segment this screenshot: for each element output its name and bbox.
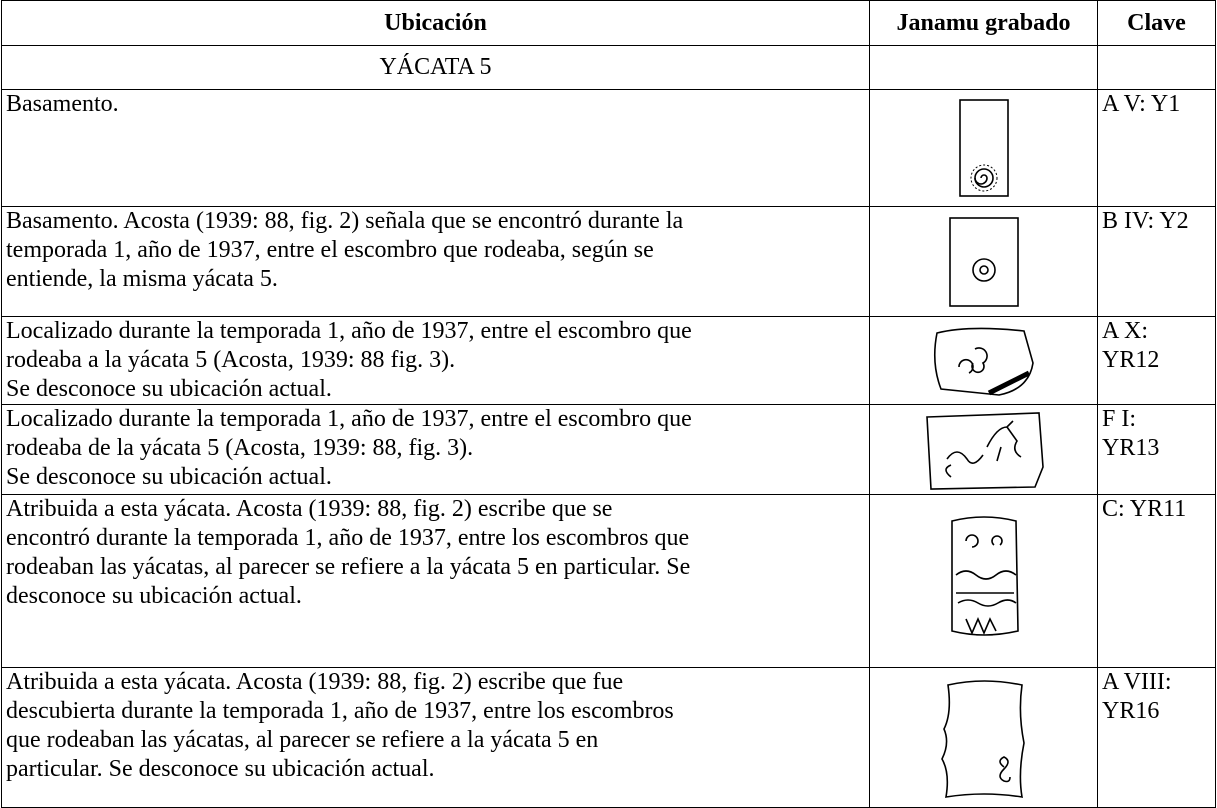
key-cell: A VIII: YR16 [1097, 667, 1216, 808]
engraving-drawing [948, 216, 1019, 307]
engraving-cell [869, 404, 1098, 495]
engraving-drawing [933, 327, 1034, 396]
table-row: Localizado durante la temporada 1, año d… [1, 404, 1216, 495]
engraving-drawing [925, 411, 1044, 490]
empty-cell [1097, 45, 1216, 90]
key-cell: C: YR11 [1097, 494, 1216, 668]
location-cell: Basamento. [1, 89, 870, 207]
key-line: B IV: Y2 [1102, 208, 1189, 234]
table-row: Localizado durante la temporada 1, año d… [1, 316, 1216, 405]
header-row: Ubicación Janamu grabado Clave [1, 0, 1216, 46]
location-line: Atribuida a esta yácata. Acosta (1939: 8… [6, 496, 613, 522]
location-line: Basamento. Acosta (1939: 88, fig. 2) señ… [6, 208, 684, 234]
key-cell: A V: Y1 [1097, 89, 1216, 207]
engraving-drawing [958, 99, 1009, 197]
key-cell: B IV: Y2 [1097, 206, 1216, 317]
key-line: A X: [1102, 318, 1149, 344]
engraving-drawing [940, 679, 1025, 798]
location-line: Se desconoce su ubicación actual. [6, 376, 332, 402]
location-cell: Basamento. Acosta (1939: 88, fig. 2) señ… [1, 206, 870, 317]
location-line: Atribuida a esta yácata. Acosta (1939: 8… [6, 669, 624, 695]
location-line: Se desconoce su ubicación actual. [6, 464, 332, 490]
section-title: YÁCATA 5 [1, 45, 870, 90]
key-line: C: YR11 [1102, 496, 1187, 522]
engraving-cell [869, 316, 1098, 405]
empty-cell [869, 45, 1098, 90]
key-line: YR12 [1102, 347, 1160, 373]
location-line: que rodeaban las yácatas, al parecer se … [6, 727, 599, 753]
table-row: Atribuida a esta yácata. Acosta (1939: 8… [1, 667, 1216, 808]
key-line: A V: Y1 [1102, 91, 1181, 117]
location-cell: Atribuida a esta yácata. Acosta (1939: 8… [1, 494, 870, 668]
table-row: Basamento. Acosta (1939: 88, fig. 2) señ… [1, 206, 1216, 317]
location-cell: Localizado durante la temporada 1, año d… [1, 404, 870, 495]
engraving-cell [869, 206, 1098, 317]
location-cell: Localizado durante la temporada 1, año d… [1, 316, 870, 405]
location-line: desconoce su ubicación actual. [6, 583, 302, 609]
location-line: Basamento. [6, 91, 119, 117]
location-line: particular. Se desconoce su ubicación ac… [6, 756, 435, 782]
location-cell: Atribuida a esta yácata. Acosta (1939: 8… [1, 667, 870, 808]
key-line: F I: [1102, 406, 1137, 432]
location-line: rodeaba a la yácata 5 (Acosta, 1939: 88 … [6, 347, 456, 373]
engraving-drawing [950, 516, 1019, 636]
location-line: Localizado durante la temporada 1, año d… [6, 406, 692, 432]
header-cell: Ubicación [1, 0, 870, 46]
key-line: YR16 [1102, 698, 1160, 724]
key-cell: F I: YR13 [1097, 404, 1216, 495]
location-line: entiende, la misma yácata 5. [6, 266, 278, 292]
location-line: Localizado durante la temporada 1, año d… [6, 318, 692, 344]
location-line: temporada 1, año de 1937, entre el escom… [6, 237, 654, 263]
key-cell: A X: YR12 [1097, 316, 1216, 405]
engraving-cell [869, 494, 1098, 668]
section-row: YÁCATA 5 [1, 45, 1216, 90]
key-line: A VIII: [1102, 669, 1172, 695]
key-line: YR13 [1102, 435, 1160, 461]
location-line: rodeaban las yácatas, al parecer se refi… [6, 554, 691, 580]
location-line: descubierta durante la temporada 1, año … [6, 698, 674, 724]
header-cell: Clave [1097, 0, 1216, 46]
engraving-cell [869, 667, 1098, 808]
header-cell: Janamu grabado [869, 0, 1098, 46]
table-row: Basamento. A V: Y1 [1, 89, 1216, 207]
location-line: encontró durante la temporada 1, año de … [6, 525, 690, 551]
location-line: rodeaba de la yácata 5 (Acosta, 1939: 88… [6, 435, 474, 461]
engraving-cell [869, 89, 1098, 207]
table-row: Atribuida a esta yácata. Acosta (1939: 8… [1, 494, 1216, 668]
